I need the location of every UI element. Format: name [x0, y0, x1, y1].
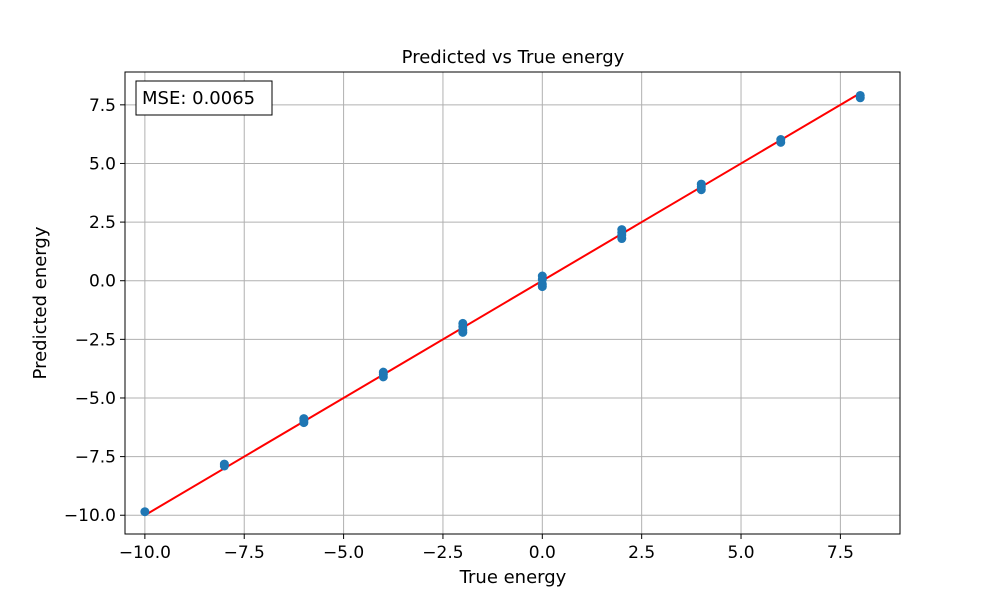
scatter-point [537, 271, 547, 281]
scatter-point [855, 90, 865, 100]
scatter-point [458, 318, 468, 328]
y-axis-label: Predicted energy [30, 226, 51, 379]
x-tick-label: −5.0 [323, 543, 364, 563]
scatter-point [299, 414, 309, 424]
scatter-point [140, 507, 150, 517]
y-axis-ticks: −10.0 −7.5 −5.0 −2.5 0.0 2.5 5.0 7.5 [64, 96, 125, 526]
fit-line-group [144, 92, 861, 517]
y-tick-label: −10.0 [64, 506, 116, 526]
scatter-point [696, 179, 706, 189]
plot-frame [124, 71, 901, 535]
y-tick-label: −2.5 [75, 330, 116, 350]
scatter-point [617, 225, 627, 235]
mse-annotation-text: MSE: 0.0065 [142, 88, 255, 109]
scatter-point [219, 459, 229, 469]
y-tick-label: 2.5 [89, 213, 116, 233]
grid [125, 72, 900, 534]
scatter-point [776, 135, 786, 145]
x-tick-label: 2.5 [628, 543, 655, 563]
scatter-point [378, 367, 388, 377]
scatter-points [140, 90, 865, 517]
x-tick-label: −7.5 [224, 543, 265, 563]
y-tick-label: 5.0 [89, 154, 116, 174]
y-tick-label: −5.0 [75, 389, 116, 409]
x-axis-label: True energy [459, 567, 567, 588]
x-tick-label: 7.5 [827, 543, 854, 563]
x-tick-label: 5.0 [728, 543, 755, 563]
x-axis-ticks: −10.0 −7.5 −5.0 −2.5 0.0 2.5 5.0 7.5 [119, 534, 854, 563]
mse-annotation: MSE: 0.0065 [135, 80, 273, 116]
x-tick-label: −2.5 [422, 543, 463, 563]
x-tick-label: −10.0 [119, 543, 171, 563]
fit-line [144, 92, 861, 517]
x-tick-label: 0.0 [529, 543, 556, 563]
chart-title: Predicted vs True energy [402, 47, 625, 68]
y-tick-label: 0.0 [89, 272, 116, 292]
mse-annotation-box [135, 80, 273, 116]
y-tick-label: −7.5 [75, 448, 116, 468]
y-tick-label: 7.5 [89, 96, 116, 116]
